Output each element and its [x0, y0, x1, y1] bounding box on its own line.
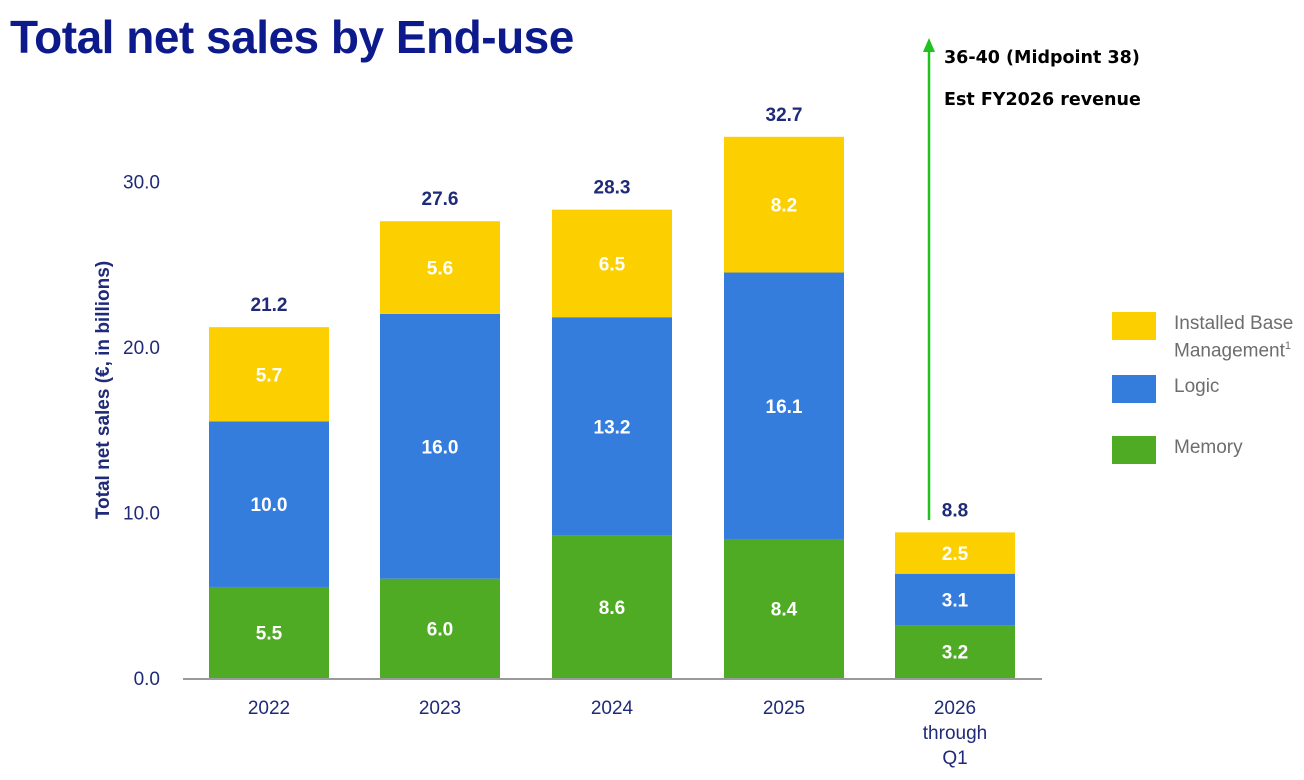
y-tick-label: 20.0 [123, 338, 160, 359]
x-tick-label: 2025 [763, 698, 805, 719]
bar-total-label: 21.2 [251, 295, 288, 316]
bar-total-label: 27.6 [422, 189, 459, 210]
bar-value-label-memory: 8.6 [599, 598, 625, 619]
forecast-label-annotation: Est FY2026 revenue [944, 90, 1141, 110]
x-tick-label: 2023 [419, 698, 461, 719]
bar-value-label-ibm: 5.6 [427, 259, 453, 280]
bar-value-label-logic: 13.2 [594, 417, 631, 438]
bar-segment-ibm [380, 221, 500, 314]
bar-segment-logic [552, 317, 672, 536]
legend-label: Memory [1174, 437, 1243, 458]
y-tick-label: 30.0 [123, 173, 160, 194]
bar-segment-ibm [209, 327, 329, 422]
bar-value-label-logic: 3.1 [942, 590, 969, 611]
bar-segment-memory [380, 578, 500, 678]
bar-segment-ibm [724, 136, 844, 273]
forecast-range-annotation: 36-40 (Midpoint 38) [944, 48, 1140, 68]
legend-item-memory: Memory [1112, 436, 1243, 464]
bar-segment-ibm [552, 209, 672, 318]
bar-total-label: 8.8 [942, 500, 968, 521]
bar-segment-logic [209, 421, 329, 587]
bar-value-label-memory: 3.2 [942, 643, 968, 664]
x-tick-label: 2024 [591, 698, 634, 719]
legend-item-installed: Installed Base Management1 [1112, 312, 1293, 362]
bar-segment-logic [895, 573, 1015, 626]
legend-swatch [1112, 436, 1156, 464]
bar-segment-memory [552, 535, 672, 678]
bar-value-label-ibm: 8.2 [771, 196, 797, 217]
bar-segment-memory [895, 625, 1015, 678]
legend-item-logic: Logic [1112, 375, 1219, 403]
bar-value-label-logic: 10.0 [251, 495, 288, 516]
bar-value-label-memory: 6.0 [427, 619, 453, 640]
x-tick-label: 2022 [248, 698, 290, 719]
bar-segment-memory [209, 586, 329, 678]
chart-title: Total net sales by End-use [10, 11, 574, 63]
bar-value-label-logic: 16.1 [766, 397, 803, 418]
bar-segment-logic [724, 272, 844, 539]
bar-value-label-logic: 16.0 [422, 437, 459, 458]
x-tick-label: 2026 through Q1 [923, 698, 987, 769]
y-tick-label: 10.0 [123, 504, 160, 525]
y-tick-label: 0.0 [134, 669, 160, 690]
legend-footnote-marker: 1 [1284, 340, 1292, 352]
y-axis-label: Total net sales (€, in billions) [93, 261, 114, 519]
bar-segment-logic [380, 313, 500, 579]
bar-total-label: 28.3 [594, 178, 631, 199]
bar-value-label-ibm: 2.5 [942, 544, 969, 565]
legend-swatch [1112, 312, 1156, 340]
legend-label: Logic [1174, 376, 1220, 397]
legend-label: Installed Base Management1 [1174, 313, 1294, 362]
bar-value-label-memory: 8.4 [771, 599, 798, 620]
bar-segment-memory [724, 538, 844, 678]
bar-value-label-ibm: 6.5 [599, 254, 626, 275]
bar-value-label-ibm: 5.7 [256, 365, 282, 386]
legend-swatch [1112, 375, 1156, 403]
bar-value-label-memory: 5.5 [256, 623, 283, 644]
bar-total-label: 32.7 [766, 105, 803, 126]
forecast-arrow-head [923, 38, 935, 52]
bar-segment-ibm [895, 532, 1015, 574]
